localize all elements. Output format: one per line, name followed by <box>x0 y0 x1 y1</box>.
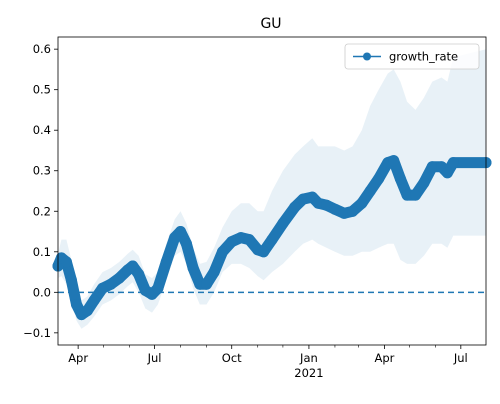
growth-rate-point <box>356 197 368 209</box>
growth-rate-point <box>297 193 309 205</box>
growth-rate-point <box>217 246 228 258</box>
growth-rate-point <box>441 167 453 179</box>
growth-rate-point <box>258 246 270 258</box>
y-axis: −0.1 0.0 0.1 0.2 0.3 0.4 0.5 0.6 <box>23 42 58 340</box>
growth-rate-point <box>394 173 406 185</box>
growth-rate-point <box>160 256 172 268</box>
growth-rate-point <box>410 189 421 201</box>
y-tick-label: 0.4 <box>33 123 51 137</box>
growth-rate-point <box>127 260 139 272</box>
growth-rate-point <box>277 217 289 229</box>
growth-rate-point <box>187 262 199 274</box>
growth-rate-point <box>447 157 459 169</box>
growth-rate-point <box>81 305 93 317</box>
growth-rate-point <box>226 236 238 248</box>
growth-rate-point <box>364 185 376 197</box>
legend-marker-swatch <box>363 52 371 61</box>
y-tick-label: 0.0 <box>33 285 51 299</box>
x-tick-label: Jul <box>453 351 468 365</box>
y-tick-label: 0.3 <box>33 164 51 178</box>
growth-rate-point <box>180 238 192 250</box>
plot-frame <box>57 36 487 346</box>
growth-rate-point <box>321 199 332 211</box>
growth-rate-point <box>133 268 145 280</box>
growth-rate-point <box>201 278 212 290</box>
x-tick-year-label: 2021 <box>294 366 323 380</box>
growth-rate-point <box>65 274 77 286</box>
growth-rate-point <box>373 173 385 185</box>
growth-rate-point <box>266 234 278 246</box>
growth-rate-point <box>401 189 413 201</box>
growth-rate-point <box>329 203 341 215</box>
growth-rate-point <box>152 282 164 294</box>
growth-rate-point <box>338 207 350 219</box>
x-tick-label: Oct <box>222 351 242 365</box>
growth-rate-point <box>88 294 100 306</box>
chart-title: GU <box>260 16 281 32</box>
growth-rate-point <box>113 272 125 284</box>
y-tick-label: 0.5 <box>33 83 51 97</box>
x-tick-label: Jul <box>147 351 162 365</box>
growth-rate-point <box>71 299 82 310</box>
growth-rate-point <box>97 282 108 294</box>
series-layer <box>52 155 492 321</box>
x-tick-label: Apr <box>68 351 88 365</box>
growth-rate-point <box>243 234 255 246</box>
y-tick-label: −0.1 <box>23 326 51 340</box>
x-tick-label: Jan <box>299 351 318 365</box>
growth-rate-point <box>235 232 247 244</box>
growth-rate-point <box>347 205 359 217</box>
growth-rate-point <box>426 161 438 173</box>
x-tick-label: Apr <box>375 351 395 365</box>
growth-rate-point <box>60 256 72 268</box>
legend: growth_rate <box>344 43 480 70</box>
growth-rate-point <box>208 266 220 278</box>
legend-label: growth_rate <box>389 50 458 64</box>
growth-rate-point <box>175 226 186 237</box>
growth-rate-point <box>388 155 400 167</box>
growth-rate-point <box>418 177 430 189</box>
y-tick-label: 0.6 <box>33 42 51 56</box>
y-tick-label: 0.2 <box>33 204 51 218</box>
legend-box <box>344 43 480 70</box>
growth-rate-point <box>312 197 324 209</box>
growth-rate-point <box>105 278 117 290</box>
growth-rate-point <box>289 201 301 213</box>
y-tick-label: 0.1 <box>33 245 51 259</box>
